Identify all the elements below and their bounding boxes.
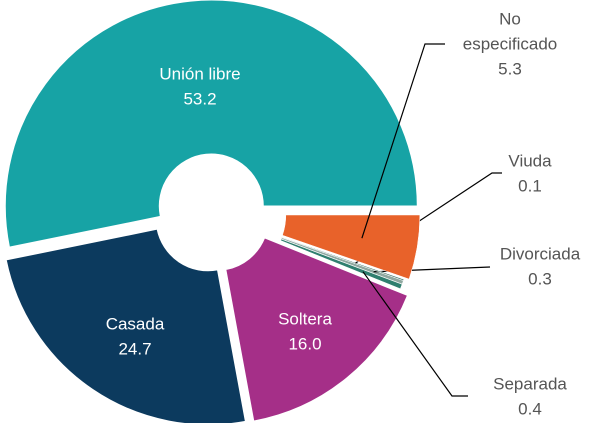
value-label: 53.2 [183,89,216,108]
slice-label: No [499,9,521,28]
slice-label: Viuda [508,151,552,170]
value-label: 24.7 [118,339,151,358]
slice [282,214,421,280]
slice-label: Soltera [278,309,332,328]
callout-line [362,271,468,397]
slice-label: especificado [463,34,558,53]
slice [4,0,418,248]
callout-line [361,43,445,239]
slice [281,236,405,281]
value-label: 5.3 [498,59,522,78]
slice-label: Casada [106,314,165,333]
slice-label: Divorciada [500,244,581,263]
value-label: 0.3 [528,269,552,288]
slice-label: Unión libre [159,64,240,83]
value-label: 0.4 [518,399,542,418]
slice-label: Separada [493,374,567,393]
slice [5,228,246,423]
slice [225,237,409,422]
value-label: 16.0 [288,334,321,353]
value-label: 0.1 [518,176,542,195]
slice [280,238,403,290]
